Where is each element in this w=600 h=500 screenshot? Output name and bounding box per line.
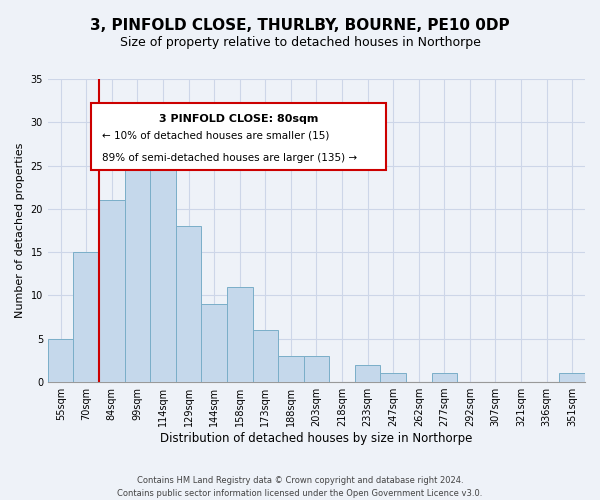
Text: Size of property relative to detached houses in Northorpe: Size of property relative to detached ho… [119, 36, 481, 49]
Bar [227, 287, 253, 382]
Bar [125, 148, 150, 382]
Bar [73, 252, 99, 382]
Bar [559, 374, 585, 382]
Bar [355, 365, 380, 382]
Bar [278, 356, 304, 382]
Bar [48, 339, 73, 382]
X-axis label: Distribution of detached houses by size in Northorpe: Distribution of detached houses by size … [160, 432, 473, 445]
Bar [431, 374, 457, 382]
Text: ← 10% of detached houses are smaller (15): ← 10% of detached houses are smaller (15… [101, 130, 329, 140]
Bar [150, 140, 176, 382]
Bar [380, 374, 406, 382]
Bar [176, 226, 202, 382]
Bar [202, 304, 227, 382]
FancyBboxPatch shape [91, 103, 386, 170]
Bar [304, 356, 329, 382]
Text: 3 PINFOLD CLOSE: 80sqm: 3 PINFOLD CLOSE: 80sqm [159, 114, 318, 124]
Y-axis label: Number of detached properties: Number of detached properties [15, 143, 25, 318]
Bar [99, 200, 125, 382]
Text: 89% of semi-detached houses are larger (135) →: 89% of semi-detached houses are larger (… [101, 153, 357, 163]
Bar [253, 330, 278, 382]
Text: 3, PINFOLD CLOSE, THURLBY, BOURNE, PE10 0DP: 3, PINFOLD CLOSE, THURLBY, BOURNE, PE10 … [90, 18, 510, 32]
Text: Contains HM Land Registry data © Crown copyright and database right 2024.
Contai: Contains HM Land Registry data © Crown c… [118, 476, 482, 498]
